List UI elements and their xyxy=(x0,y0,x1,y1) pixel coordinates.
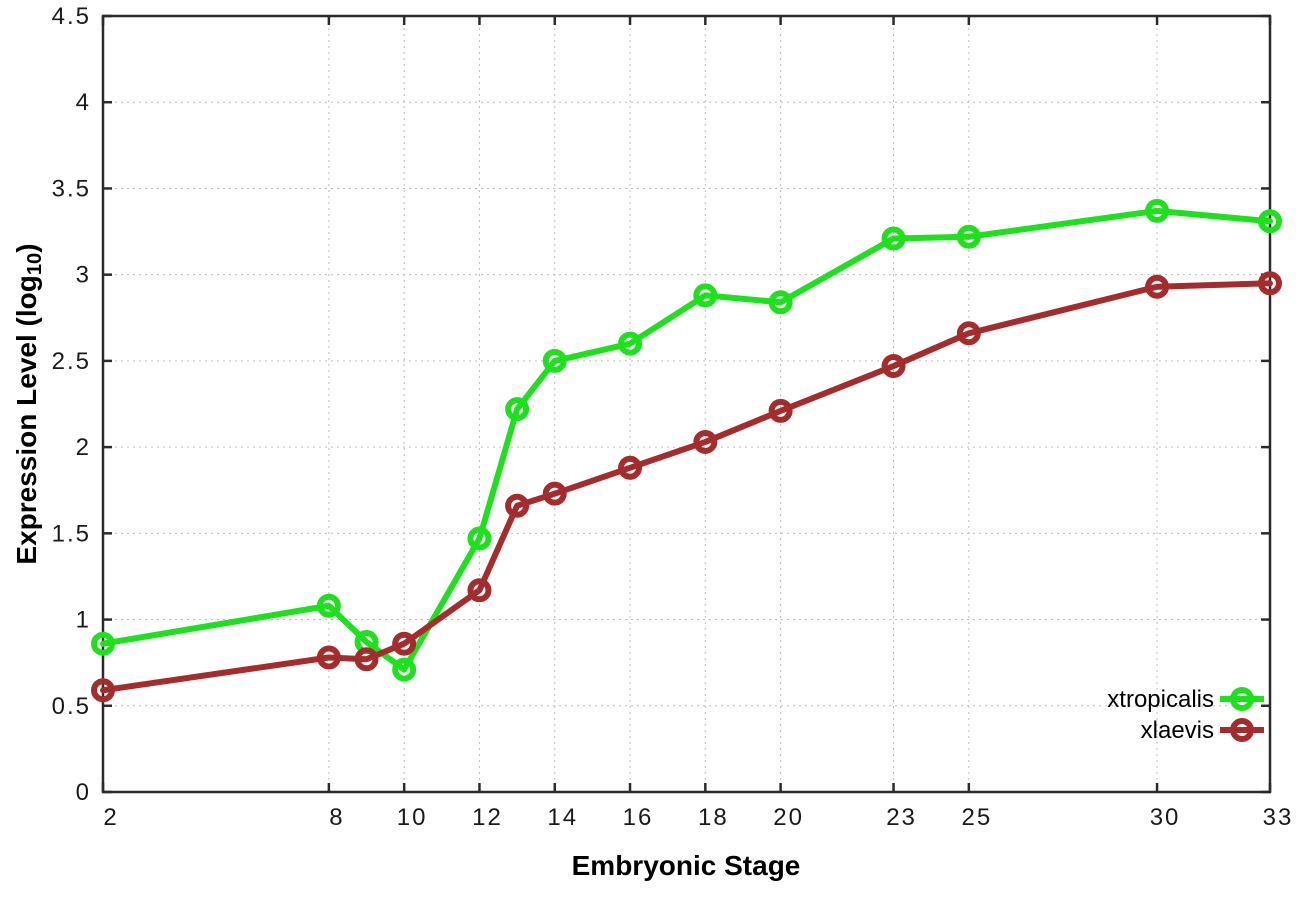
x-axis-title: Embryonic Stage xyxy=(572,850,801,882)
data-point-xlaevis xyxy=(542,481,567,506)
data-point-xlaevis xyxy=(91,678,115,703)
y-axis-title-subscript: 10 xyxy=(24,252,47,276)
data-point-xtropicalis xyxy=(881,226,906,251)
data-point-xlaevis xyxy=(881,354,906,379)
y-axis-title-text: Expression Level (log xyxy=(11,275,42,565)
data-point-xlaevis xyxy=(768,398,793,423)
data-point-xlaevis xyxy=(354,647,379,672)
y-tick-label: 4 xyxy=(76,89,91,116)
x-tick-label: 2 xyxy=(103,804,118,831)
x-tick-label: 10 xyxy=(397,804,428,831)
x-tick-label: 8 xyxy=(329,804,344,831)
data-point-xtropicalis xyxy=(392,657,417,682)
data-point-xtropicalis xyxy=(91,631,115,656)
x-tick-label: 16 xyxy=(623,804,654,831)
x-tick-label: 12 xyxy=(472,804,503,831)
data-point-xlaevis xyxy=(316,645,341,670)
data-point-xlaevis xyxy=(467,578,492,603)
x-tick-label: 25 xyxy=(961,804,992,831)
data-point-xtropicalis xyxy=(768,290,793,315)
x-tick-label: 20 xyxy=(773,804,804,831)
series-line-xlaevis xyxy=(100,280,1273,694)
y-tick-label: 1 xyxy=(76,607,91,634)
y-tick-label: 0 xyxy=(76,779,91,806)
data-point-xtropicalis xyxy=(316,593,341,618)
x-tick-label: 23 xyxy=(886,804,917,831)
legend-label-xlaevis: xlaevis xyxy=(1141,717,1214,744)
x-tick-label: 14 xyxy=(547,804,578,831)
y-tick-label: 0.5 xyxy=(52,693,91,720)
data-point-xlaevis xyxy=(956,321,981,346)
y-tick-label: 2.5 xyxy=(52,348,91,375)
data-point-xlaevis xyxy=(693,429,718,454)
y-axis-title-close: ) xyxy=(11,243,42,253)
x-tick-label: 33 xyxy=(1263,804,1294,831)
data-point-xtropicalis xyxy=(693,283,718,308)
data-point-xlaevis xyxy=(618,455,643,480)
series-line-xtropicalis xyxy=(100,207,1273,673)
x-axis-title-text: Embryonic Stage xyxy=(571,850,801,881)
legend-sample-marker-xtropicalis xyxy=(1230,687,1254,711)
x-tick-label: 18 xyxy=(698,804,729,831)
y-tick-label: 1.5 xyxy=(52,520,91,547)
data-point-xtropicalis xyxy=(956,224,981,249)
legend-label-xtropicalis: xtropicalis xyxy=(1107,686,1214,713)
x-tick-label: 30 xyxy=(1150,804,1181,831)
data-point-xlaevis xyxy=(1258,271,1282,296)
legend-sample-marker-xlaevis xyxy=(1230,718,1254,742)
y-tick-label: 3 xyxy=(76,262,91,289)
data-point-xtropicalis xyxy=(542,348,567,373)
y-axis-title: Expression Level (log10) xyxy=(11,243,47,565)
plot-border xyxy=(101,14,1272,794)
data-point-xtropicalis xyxy=(1145,198,1170,223)
data-point-xtropicalis xyxy=(505,397,530,422)
data-point-xtropicalis xyxy=(1258,209,1282,234)
data-point-xlaevis xyxy=(1145,274,1170,299)
data-point-xtropicalis xyxy=(467,526,492,551)
data-point-xlaevis xyxy=(392,631,417,656)
data-point-xtropicalis xyxy=(618,331,643,356)
y-tick-label: 4.5 xyxy=(52,3,91,30)
y-tick-label: 3.5 xyxy=(52,175,91,202)
y-tick-label: 2 xyxy=(76,434,91,461)
data-point-xlaevis xyxy=(505,493,530,518)
